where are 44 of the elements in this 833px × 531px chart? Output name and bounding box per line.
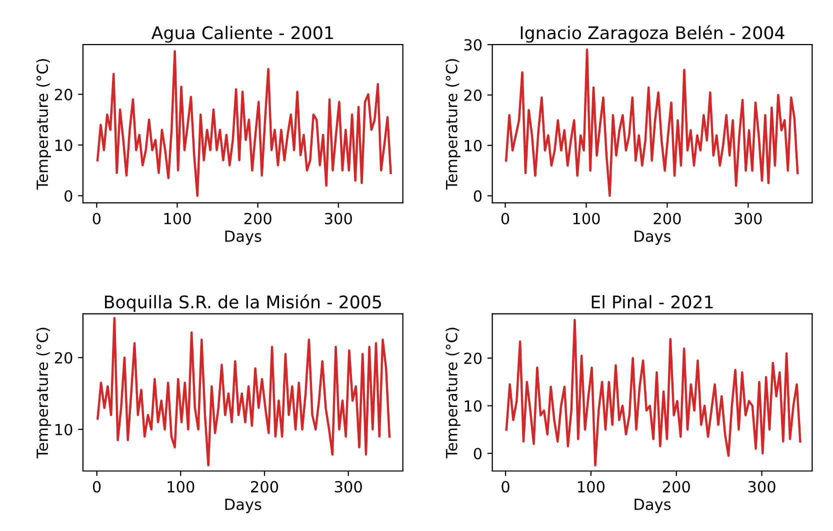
y-tick-label: 10 xyxy=(464,140,482,152)
y-tick-label: 20 xyxy=(54,88,72,100)
y-tick-label: 0 xyxy=(474,448,482,460)
y-tick-label: 20 xyxy=(464,89,482,102)
y-tick-label: 30 xyxy=(464,39,482,51)
y-axis-title: Temperature (°C) xyxy=(446,328,460,458)
y-axis-title: Temperature (°C) xyxy=(36,328,52,458)
y-tick-label: 20 xyxy=(464,352,482,364)
x-axis-title: Days xyxy=(225,230,262,245)
x-tick-label: 0 xyxy=(92,212,101,224)
x-tick-label: 200 xyxy=(654,212,681,224)
x-tick-label: 0 xyxy=(501,212,510,224)
x-tick-label: 300 xyxy=(734,212,762,224)
chart-title: Agua Caliente - 2001 xyxy=(151,26,333,43)
x-tick-label: 200 xyxy=(244,212,272,224)
y-tick-label: 0 xyxy=(474,190,482,202)
x-tick-label: 300 xyxy=(748,480,776,493)
x-axis-title: Days xyxy=(634,230,671,245)
x-tick-label: 100 xyxy=(164,212,191,224)
line-series xyxy=(96,317,391,466)
x-tick-label: 100 xyxy=(573,212,600,224)
y-axis-title: Temperature (°C) xyxy=(446,59,460,190)
x-tick-label: 0 xyxy=(92,480,101,493)
line-series xyxy=(505,318,802,466)
x-axis-title: Days xyxy=(634,498,671,514)
line-series xyxy=(96,50,392,197)
y-tick-label: 10 xyxy=(464,400,482,412)
x-tick-label: 300 xyxy=(324,212,352,224)
line-series xyxy=(504,48,799,197)
x-axis-title: Days xyxy=(225,498,262,514)
x-tick-label: 100 xyxy=(578,480,605,493)
y-tick-label: 10 xyxy=(55,424,72,436)
y-tick-label: 10 xyxy=(55,139,72,152)
x-tick-label: 100 xyxy=(168,480,194,493)
chart-title: El Pinal - 2021 xyxy=(592,295,713,309)
chart-title: Boquilla S.R. de la Misión - 2005 xyxy=(105,294,381,312)
x-tick-label: 200 xyxy=(251,480,278,493)
y-axis-title: Temperature (°C) xyxy=(36,59,52,190)
x-tick-label: 0 xyxy=(502,480,510,493)
y-tick-label: 20 xyxy=(54,352,72,364)
y-tick-label: 0 xyxy=(64,190,72,202)
chart-title: Ignacio Zaragoza Belén - 2004 xyxy=(520,25,784,43)
x-tick-label: 200 xyxy=(662,480,690,493)
x-tick-label: 300 xyxy=(334,480,362,493)
